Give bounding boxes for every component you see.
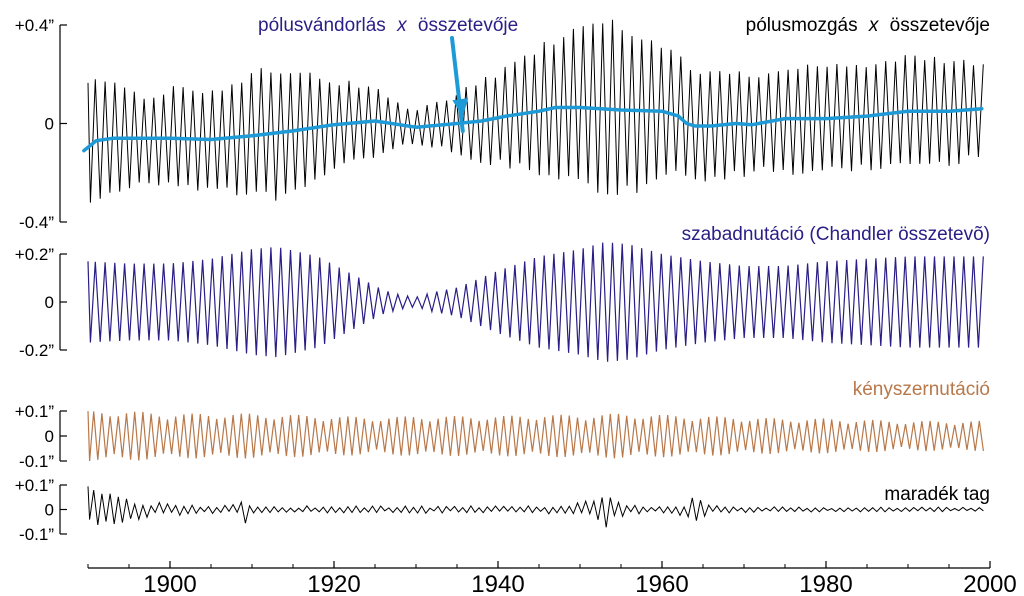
y-tick-label: -0.2” — [19, 341, 54, 360]
series-line-forced-nutation — [87, 411, 984, 462]
x-tick-label: 1920 — [307, 571, 360, 596]
panel-forced-nutation: +0.1” 0 -0.1” kényszernutáció — [15, 379, 990, 471]
panel-title-forced-nutation: kényszernutáció — [853, 379, 990, 400]
title-part: pólusmozgás — [746, 15, 863, 36]
y-tick-label: -0.4” — [19, 213, 54, 232]
y-tick-label: 0 — [45, 293, 54, 312]
y-tick-label: 0 — [45, 427, 54, 446]
x-axis: 1900 1920 1940 1960 1980 2000 — [87, 561, 1017, 596]
series-line-polar-motion — [87, 19, 984, 203]
series-title-polar-motion: pólusmozgás x összetevője — [746, 15, 990, 36]
x-tick-label: 2000 — [963, 571, 1016, 596]
y-tick-label: +0.4” — [15, 16, 55, 35]
x-tick-label: 1940 — [471, 571, 524, 596]
y-tick-label: +0.1” — [15, 476, 55, 495]
y-tick-label: +0.1” — [15, 402, 55, 421]
title-part: x — [396, 15, 408, 36]
panel-free-nutation: +0.2” 0 -0.2” szabadnutáció (Chandler össze… — [15, 224, 990, 362]
y-tick-label: 0 — [45, 115, 54, 134]
panel-title-residual: maradék tag — [884, 484, 990, 505]
series-line-residual — [87, 486, 984, 528]
annotation-arrow-shaft — [450, 36, 465, 134]
panel-polar-motion: +0.4”0-0.4”pólusmozgás x összetevőjepólu… — [15, 15, 990, 232]
y-tick-label: +0.2” — [15, 245, 55, 264]
title-part: összetevője — [413, 15, 519, 36]
title-part: pólusvándorlás — [258, 15, 391, 36]
x-tick-label: 1900 — [143, 571, 196, 596]
panel-residual: +0.1” 0 -0.1” maradék tag — [15, 476, 990, 544]
series-line-free-nutation — [87, 242, 984, 362]
x-tick-label: 1980 — [799, 571, 852, 596]
series-title-polar-wander: pólusvándorlás x összetevője — [258, 15, 518, 36]
y-tick-label: 0 — [45, 501, 54, 520]
title-part: x — [868, 15, 880, 36]
y-tick-label: -0.1” — [19, 452, 54, 471]
panel-title-free-nutation: szabadnutáció (Chandler összetevõ) — [682, 224, 990, 245]
title-part: összetevője — [884, 15, 990, 36]
annotation-arrow-head — [452, 98, 469, 118]
y-tick-label: -0.1” — [19, 525, 54, 544]
series-line-polar-wander — [82, 105, 984, 153]
panels-layer: +0.4”0-0.4”pólusmozgás x összetevőjepólu… — [15, 15, 990, 544]
x-tick-label: 1960 — [635, 571, 688, 596]
